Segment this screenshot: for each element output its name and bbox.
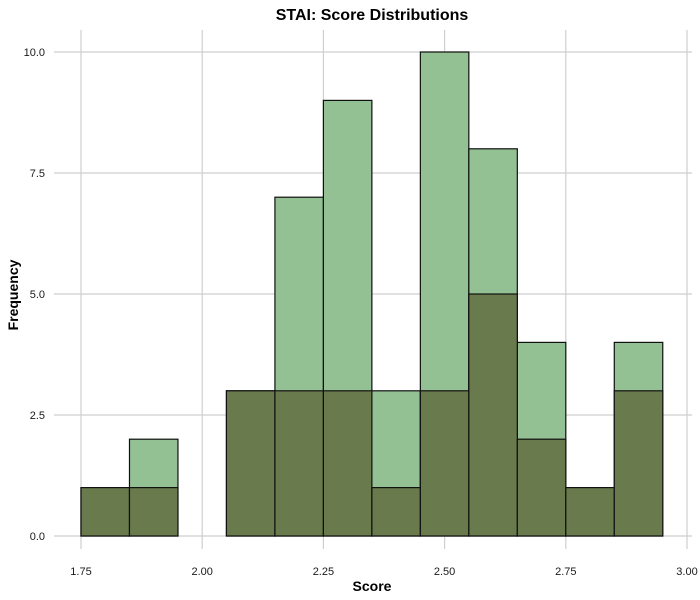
histogram-bar-series-2 xyxy=(371,487,421,537)
x-axis-ticks: 1.75 2.00 2.25 2.50 2.75 3.00 xyxy=(70,566,697,578)
histogram-bar-series-2 xyxy=(322,390,373,537)
histogram-bar-series-2 xyxy=(128,487,179,537)
y-axis-label: Frequency xyxy=(5,259,21,330)
histogram-bar-series-2 xyxy=(274,390,325,537)
y-tick-label: 7.5 xyxy=(30,168,45,180)
histogram-bar-series-2 xyxy=(225,390,276,537)
x-axis-label: Score xyxy=(353,578,392,594)
y-axis-ticks: 0.0 2.5 5.0 7.5 10.0 xyxy=(24,47,45,543)
histogram-bars xyxy=(80,51,664,537)
x-tick-label: 3.00 xyxy=(676,566,697,578)
histogram-bar-series-2 xyxy=(516,438,567,537)
y-tick-label: 2.5 xyxy=(30,410,45,422)
x-tick-label: 2.00 xyxy=(191,566,212,578)
histogram-bar-series-2 xyxy=(468,293,518,537)
y-tick-label: 10.0 xyxy=(24,47,45,59)
x-tick-label: 2.25 xyxy=(313,566,334,578)
y-tick-label: 0.0 xyxy=(30,531,45,543)
x-tick-label: 2.50 xyxy=(434,566,455,578)
x-tick-label: 2.75 xyxy=(555,566,576,578)
histogram-bar-series-2 xyxy=(613,390,664,537)
histogram-bar-series-2 xyxy=(419,390,470,537)
histogram-bar-series-2 xyxy=(565,487,615,537)
x-tick-label: 1.75 xyxy=(70,566,91,578)
histogram-bar-series-2 xyxy=(80,487,131,537)
y-tick-label: 5.0 xyxy=(30,289,45,301)
chart-title: STAI: Score Distributions xyxy=(276,7,469,24)
